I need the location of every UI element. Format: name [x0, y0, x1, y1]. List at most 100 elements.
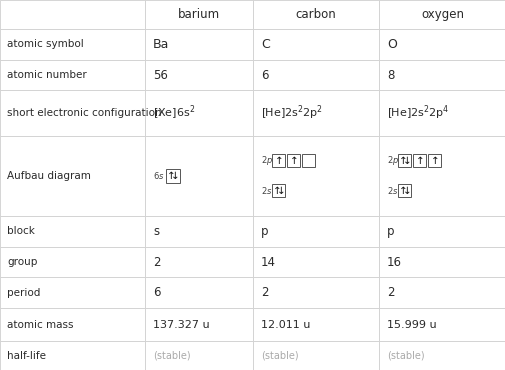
Text: carbon: carbon: [295, 8, 336, 21]
Text: ↓: ↓: [277, 186, 285, 196]
Text: atomic number: atomic number: [7, 70, 86, 80]
Text: p: p: [261, 225, 268, 238]
Bar: [166, 169, 180, 183]
Bar: [145, 341, 252, 370]
Text: $2s$: $2s$: [386, 185, 398, 196]
Bar: [145, 29, 252, 60]
Bar: [252, 278, 378, 308]
Text: group: group: [7, 257, 37, 267]
Text: ↑: ↑: [289, 156, 298, 166]
Text: ↑: ↑: [272, 186, 281, 196]
Text: Ba: Ba: [153, 38, 169, 51]
Bar: [252, 29, 378, 60]
Bar: [0, 278, 145, 308]
Bar: [272, 154, 285, 167]
Text: 14: 14: [261, 256, 275, 269]
Text: p: p: [386, 225, 394, 238]
Text: 12.011 u: 12.011 u: [261, 320, 310, 330]
Text: 2: 2: [386, 286, 394, 299]
Text: $6s$: $6s$: [153, 170, 164, 181]
Text: ↓: ↓: [402, 186, 411, 196]
Text: 15.999 u: 15.999 u: [386, 320, 436, 330]
Text: Aufbau diagram: Aufbau diagram: [7, 171, 91, 181]
Bar: [252, 247, 378, 278]
Bar: [378, 278, 505, 308]
Bar: [252, 341, 378, 370]
Bar: [378, 29, 505, 60]
Bar: [145, 247, 252, 278]
Bar: [252, 90, 378, 136]
Text: $2p$: $2p$: [386, 154, 398, 167]
Bar: [378, 341, 505, 370]
Bar: [252, 0, 378, 29]
Bar: [398, 154, 411, 167]
Text: $\mathregular{[He]2s^{2}2p^{2}}$: $\mathregular{[He]2s^{2}2p^{2}}$: [261, 104, 323, 122]
Text: atomic symbol: atomic symbol: [7, 39, 84, 49]
Bar: [0, 60, 145, 90]
Text: period: period: [7, 288, 40, 298]
Text: (stable): (stable): [386, 351, 424, 361]
Text: ↓: ↓: [171, 171, 179, 181]
Bar: [378, 90, 505, 136]
Bar: [0, 216, 145, 247]
Bar: [252, 308, 378, 341]
Bar: [287, 154, 300, 167]
Text: (stable): (stable): [261, 351, 298, 361]
Text: 6: 6: [261, 68, 268, 81]
Text: half-life: half-life: [7, 351, 46, 361]
Text: O: O: [386, 38, 396, 51]
Bar: [428, 154, 441, 167]
Text: 8: 8: [386, 68, 393, 81]
Text: 2: 2: [153, 256, 160, 269]
Bar: [145, 278, 252, 308]
Text: (stable): (stable): [153, 351, 190, 361]
Bar: [272, 184, 285, 197]
Bar: [145, 216, 252, 247]
Bar: [0, 136, 145, 216]
Text: 137.327 u: 137.327 u: [153, 320, 209, 330]
Text: ↑: ↑: [415, 156, 424, 166]
Bar: [378, 136, 505, 216]
Bar: [378, 308, 505, 341]
Text: ↑: ↑: [430, 156, 438, 166]
Bar: [0, 341, 145, 370]
Text: ↑: ↑: [398, 186, 407, 196]
Bar: [0, 247, 145, 278]
Text: 2: 2: [261, 286, 268, 299]
Bar: [378, 0, 505, 29]
Bar: [378, 216, 505, 247]
Bar: [378, 247, 505, 278]
Text: $\mathregular{[Xe]6s^{2}}$: $\mathregular{[Xe]6s^{2}}$: [153, 104, 195, 122]
Bar: [0, 308, 145, 341]
Text: oxygen: oxygen: [420, 8, 463, 21]
Bar: [145, 90, 252, 136]
Text: 16: 16: [386, 256, 401, 269]
Text: 56: 56: [153, 68, 168, 81]
Bar: [398, 184, 411, 197]
Bar: [252, 216, 378, 247]
Bar: [378, 60, 505, 90]
Bar: [145, 0, 252, 29]
Text: ↑: ↑: [166, 171, 175, 181]
Bar: [413, 154, 426, 167]
Bar: [145, 136, 252, 216]
Text: barium: barium: [178, 8, 220, 21]
Text: $\mathregular{[He]2s^{2}2p^{4}}$: $\mathregular{[He]2s^{2}2p^{4}}$: [386, 104, 448, 122]
Bar: [0, 90, 145, 136]
Text: $2p$: $2p$: [261, 154, 273, 167]
Text: atomic mass: atomic mass: [7, 320, 73, 330]
Bar: [0, 0, 145, 29]
Bar: [145, 308, 252, 341]
Bar: [0, 29, 145, 60]
Text: C: C: [261, 38, 269, 51]
Text: short electronic configuration: short electronic configuration: [7, 108, 161, 118]
Text: s: s: [153, 225, 159, 238]
Bar: [302, 154, 315, 167]
Bar: [252, 60, 378, 90]
Text: block: block: [7, 226, 35, 236]
Text: ↑: ↑: [398, 156, 407, 166]
Text: $2s$: $2s$: [261, 185, 272, 196]
Text: ↑: ↑: [274, 156, 283, 166]
Text: ↓: ↓: [402, 156, 411, 166]
Text: 6: 6: [153, 286, 160, 299]
